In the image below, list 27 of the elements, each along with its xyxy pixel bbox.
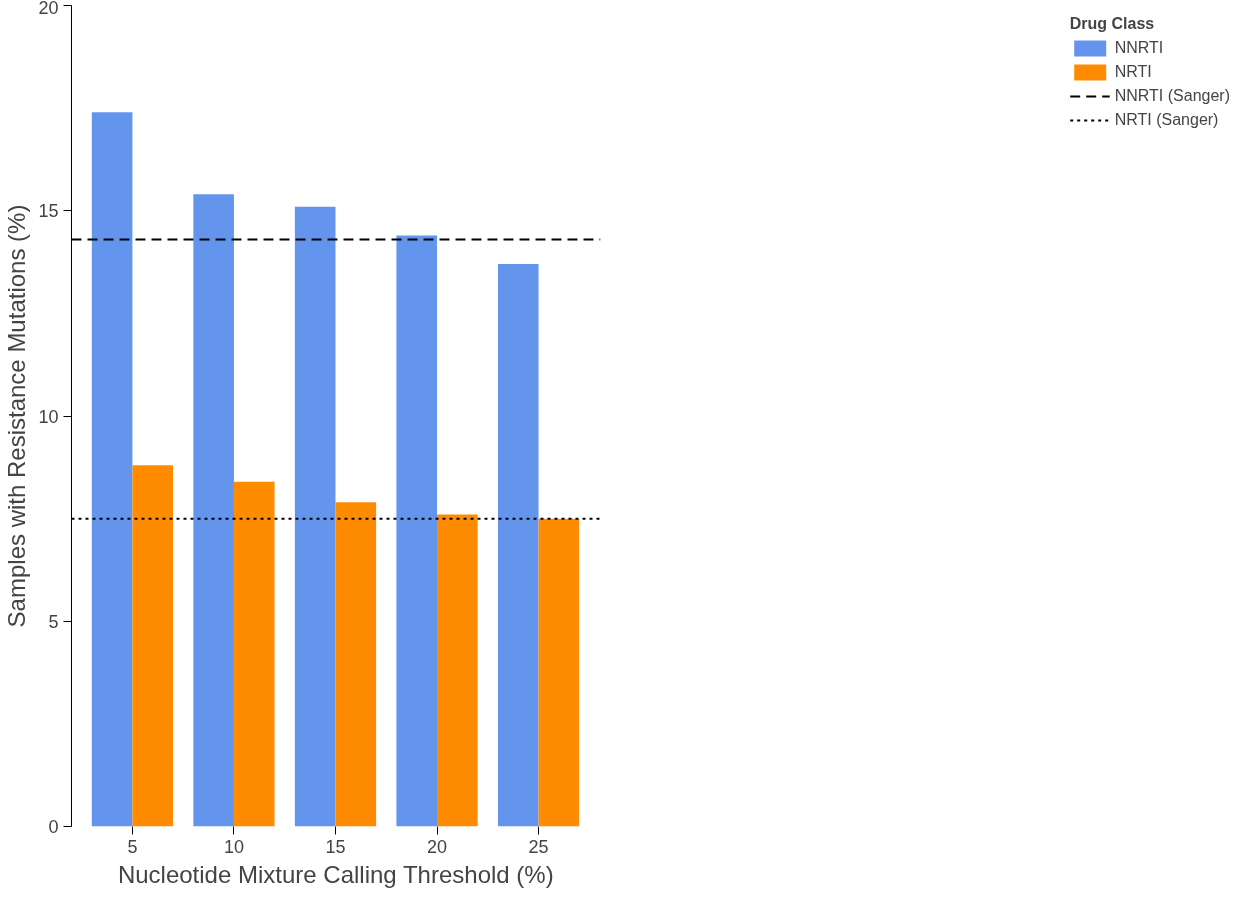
x-tick-label: 20	[427, 836, 448, 857]
bar	[538, 518, 580, 827]
bar	[497, 264, 539, 827]
legend-label: NRTI	[1114, 63, 1152, 81]
bar	[294, 206, 336, 827]
y-axis-title: Samples with Resistance Mutations (%)	[3, 204, 31, 628]
legend-label: NNRTI	[1114, 39, 1164, 57]
x-tick-label: 25	[528, 836, 549, 857]
bar	[396, 235, 438, 827]
y-tick-label: 15	[38, 201, 59, 222]
y-tick-label: 0	[48, 817, 59, 837]
legend-label: NNRTI (Sanger)	[1114, 87, 1230, 105]
y-tick-label: 20	[38, 0, 59, 18]
y-tick-label: 5	[48, 611, 59, 632]
x-tick-label: 10	[223, 836, 244, 857]
legend-title: Drug Class	[1069, 15, 1156, 33]
bar	[437, 514, 478, 827]
x-tick-label: 15	[325, 836, 346, 857]
x-tick-label: 5	[127, 836, 138, 857]
x-axis-title: Nucleotide Mixture Calling Threshold (%)	[117, 860, 554, 888]
bar	[233, 481, 275, 827]
bar	[132, 465, 174, 827]
bar	[335, 502, 377, 827]
bar	[91, 112, 133, 827]
bar	[193, 194, 234, 827]
legend-label: NRTI (Sanger)	[1114, 111, 1219, 129]
y-tick-label: 10	[38, 406, 59, 427]
